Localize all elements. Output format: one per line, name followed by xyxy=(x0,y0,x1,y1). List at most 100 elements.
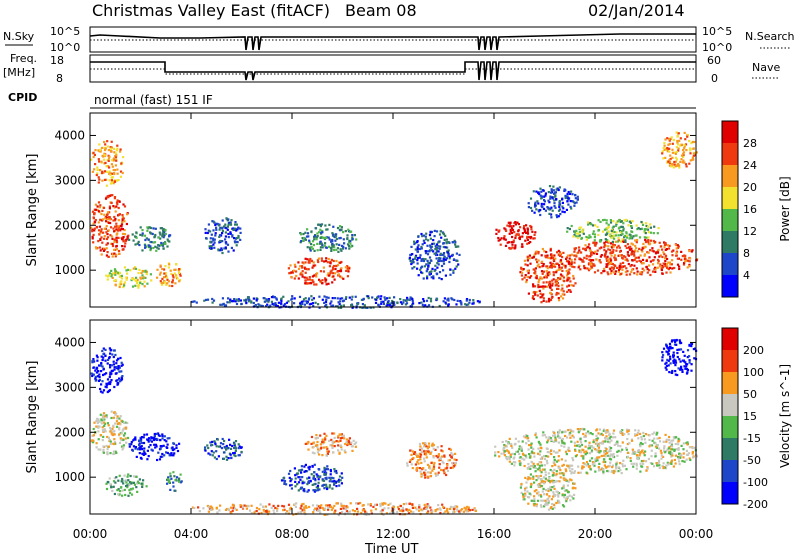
velocity-colorbar-segment-5 xyxy=(722,438,738,461)
nave-tick-top: 60 xyxy=(707,54,721,67)
nsearch-label: N.Search xyxy=(745,30,795,43)
nsky-tick-top: 10^5 xyxy=(50,25,80,38)
power-data-gap xyxy=(482,113,493,307)
cpid-label: CPID xyxy=(8,91,37,104)
velocity-region-8 xyxy=(406,442,458,479)
power-ytick-label-2: 3000 xyxy=(54,173,85,187)
velocity-ytick-label-3: 4000 xyxy=(54,335,85,349)
power-colorbar-tick-2: 12 xyxy=(743,225,757,238)
power-region-1 xyxy=(90,194,130,258)
freq-tick-bottom: 8 xyxy=(56,72,63,85)
velocity-panel: 1000 2000 3000 4000 Slant Range [km] 00:00 04:… xyxy=(25,319,792,541)
velocity-colorbar-segment-0 xyxy=(722,328,738,351)
velocity-colorbar-label: Velocity [m s^-1] xyxy=(778,364,792,468)
nsky-trace xyxy=(89,33,696,51)
x-axis-label: Time UT xyxy=(364,542,418,554)
velocity-colorbar-segment-6 xyxy=(722,460,738,483)
velocity-colorbar-segment-3 xyxy=(722,394,738,417)
velocity-colorbar-segment-7 xyxy=(722,482,738,505)
power-region-12 xyxy=(566,218,660,243)
velocity-colorbar-segment-2 xyxy=(722,372,738,395)
power-region-5 xyxy=(204,217,242,255)
velocity-colorbar-tick-5: -50 xyxy=(743,454,761,467)
velocity-ytick-label-0: 1000 xyxy=(54,470,85,484)
power-colorbar-tick-4: 20 xyxy=(743,181,757,194)
power-colorbar-tick-3: 16 xyxy=(743,203,757,216)
velocity-colorbar: 200 100 50 15 -15 -50 -100 -200 Velocity [m s^-1… xyxy=(721,327,792,511)
velocity-colorbar-tick-0: 200 xyxy=(743,344,764,357)
velocity-colorbar-tick-4: -15 xyxy=(743,432,761,445)
power-colorbar-segment-7 xyxy=(722,275,738,298)
power-region-3 xyxy=(128,226,172,252)
nsearch-tick-bottom: 10^0 xyxy=(702,41,732,54)
xtick-label-4: 16:00 xyxy=(477,527,512,541)
xtick-label-6: 00:00 xyxy=(679,527,714,541)
velocity-region-2 xyxy=(105,473,148,497)
cpid-value: normal (fast) 151 IF xyxy=(94,93,213,107)
power-frame xyxy=(89,112,697,308)
nsky-tick-bottom: 10^0 xyxy=(50,41,80,54)
power-ytick-label-3: 4000 xyxy=(54,128,85,142)
power-colorbar-label: Power [dB] xyxy=(778,176,792,241)
freq-tick-top: 18 xyxy=(50,54,64,67)
power-y-axis-label: Slant Range [km] xyxy=(25,154,40,267)
velocity-region-11 xyxy=(661,338,698,377)
power-colorbar-tick-6: 28 xyxy=(743,137,757,150)
power-region-2 xyxy=(105,266,153,289)
velocity-ytick-label-2: 3000 xyxy=(54,380,85,394)
date-title: 02/Jan/2014 xyxy=(588,1,685,20)
nave-tick-bottom: 0 xyxy=(711,72,718,85)
power-region-4 xyxy=(156,262,182,288)
velocity-region-1 xyxy=(90,410,130,456)
velocity-colorbar-tick-7: -200 xyxy=(743,498,768,511)
velocity-region-9 xyxy=(494,427,699,475)
velocity-region-6 xyxy=(280,463,344,493)
power-colorbar-segment-5 xyxy=(722,231,738,254)
power-region-13 xyxy=(527,185,579,219)
power-region-0 xyxy=(90,140,125,187)
power-colorbar-tick-0: 4 xyxy=(743,269,750,282)
xtick-label-1: 04:00 xyxy=(174,527,209,541)
power-panel: 1000 2000 3000 4000 Slant Range [km] 4 8 12 16 20… xyxy=(25,112,792,309)
freq-trace xyxy=(90,61,696,81)
velocity-region-7 xyxy=(304,432,358,457)
velocity-region-3 xyxy=(128,432,181,462)
velocity-ytick-label-1: 2000 xyxy=(54,425,85,439)
velocity-colorbar-tick-6: -100 xyxy=(743,476,768,489)
velocity-colorbar-segment-1 xyxy=(722,350,738,373)
freq-label-1: Freq. xyxy=(10,52,37,65)
power-region-10 xyxy=(519,247,577,304)
power-region-8 xyxy=(408,229,461,281)
velocity-colorbar-segment-4 xyxy=(722,416,738,439)
xtick-label-2: 08:00 xyxy=(275,527,310,541)
power-colorbar-segment-6 xyxy=(722,253,738,276)
power-region-6 xyxy=(287,257,351,286)
nsearch-tick-top: 10^5 xyxy=(702,25,732,38)
power-region-7 xyxy=(299,223,358,253)
velocity-region-10 xyxy=(519,468,577,511)
velocity-region-4 xyxy=(166,471,183,492)
power-colorbar-segment-4 xyxy=(722,209,738,232)
power-ytick-label-0: 1000 xyxy=(54,263,85,277)
power-region-9 xyxy=(495,221,537,250)
freq-label-2: [MHz] xyxy=(3,66,35,79)
nsky-label: N.Sky xyxy=(3,30,35,43)
velocity-y-axis-label: Slant Range [km] xyxy=(25,361,40,474)
beam-title: Beam 08 xyxy=(345,1,417,20)
power-colorbar-tick-1: 8 xyxy=(743,247,750,260)
velocity-colorbar-tick-1: 100 xyxy=(743,366,764,379)
xtick-label-5: 20:00 xyxy=(578,527,613,541)
nave-trace xyxy=(90,68,696,75)
power-colorbar-segment-3 xyxy=(722,187,738,210)
velocity-data-gap xyxy=(482,320,493,514)
velocity-colorbar-tick-2: 50 xyxy=(743,388,757,401)
velocity-frame xyxy=(89,319,697,515)
xtick-label-0: 00:00 xyxy=(73,527,108,541)
power-region-14 xyxy=(661,131,698,169)
velocity-region-0 xyxy=(90,347,124,394)
velocity-colorbar-frame xyxy=(721,327,739,505)
nave-label: Nave xyxy=(752,61,780,74)
xtick-label-3: 12:00 xyxy=(376,527,411,541)
power-colorbar-segment-1 xyxy=(722,143,738,166)
